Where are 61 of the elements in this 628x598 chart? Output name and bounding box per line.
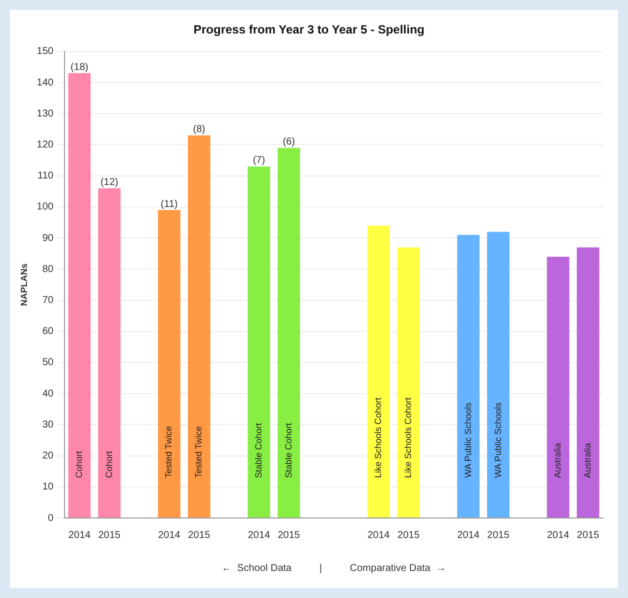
x-tick-label: 2014 bbox=[457, 530, 480, 541]
y-tick-label: 20 bbox=[42, 450, 54, 462]
x-tick-label: 2014 bbox=[68, 530, 92, 541]
y-tick-label: 90 bbox=[42, 232, 54, 244]
bar bbox=[576, 247, 600, 518]
bar bbox=[397, 247, 420, 518]
bar bbox=[158, 210, 180, 518]
bar bbox=[546, 256, 570, 518]
y-tick-label: 30 bbox=[42, 419, 54, 430]
x-tick-label: 2015 bbox=[397, 530, 420, 541]
y-tick-label: 50 bbox=[42, 357, 54, 368]
bar bbox=[188, 135, 210, 518]
bar bbox=[367, 226, 390, 518]
y-tick-label: 0 bbox=[48, 512, 54, 524]
bar bbox=[68, 73, 91, 518]
y-tick-label: 110 bbox=[38, 170, 54, 182]
y-tick-label: 10 bbox=[42, 482, 54, 493]
x-tick-label: 2014 bbox=[547, 530, 570, 541]
x-tick-label: 2014 bbox=[367, 530, 390, 541]
bar bbox=[98, 188, 121, 518]
y-tick-label: 140 bbox=[36, 77, 54, 88]
x-tick-label: 2015 bbox=[188, 530, 211, 541]
text: Australia bbox=[552, 442, 563, 478]
series-label: Australia bbox=[582, 442, 593, 478]
x-tick-label: 2015 bbox=[576, 530, 600, 541]
annotation: (8) bbox=[192, 124, 206, 136]
text: Like Schools Cohort bbox=[373, 397, 384, 478]
bar bbox=[487, 232, 510, 518]
x-tick-label: 2015 bbox=[98, 530, 121, 541]
chart-title: Progress from Year 3 to Year 5 - Spelling bbox=[194, 22, 424, 37]
y-tick-label: 150 bbox=[36, 46, 54, 58]
y-tick-label: 40 bbox=[42, 388, 54, 400]
x-tick-label: 2014 bbox=[248, 530, 271, 541]
annotation: (18) bbox=[70, 62, 88, 73]
x-tick-label: 2015 bbox=[487, 530, 510, 541]
x-axis-title: ← School Data | Comparative Data → bbox=[222, 562, 446, 574]
bar bbox=[248, 166, 270, 518]
y-tick-label: 70 bbox=[42, 295, 54, 306]
y-tick-label: 60 bbox=[42, 326, 54, 338]
text: Tested Twice bbox=[164, 426, 174, 478]
series-label: Tested Twice bbox=[194, 426, 204, 478]
series-label: Cohort bbox=[104, 450, 114, 478]
y-tick-label: 120 bbox=[36, 139, 54, 150]
annotation: (6) bbox=[282, 136, 295, 148]
y-axis-title: NAPLANs bbox=[18, 263, 29, 306]
annotation: (12) bbox=[100, 177, 118, 188]
y-tick-label: 80 bbox=[42, 264, 54, 275]
bar bbox=[278, 148, 300, 518]
annotation: (7) bbox=[252, 155, 266, 166]
series-label: Like Schools Cohort bbox=[403, 396, 414, 478]
text: Cohort bbox=[74, 450, 84, 478]
y-tick-label: 100 bbox=[36, 202, 54, 213]
series-label: Stable Cohort bbox=[253, 422, 264, 478]
text: WA Public Schools bbox=[462, 402, 473, 478]
x-tick-label: 2015 bbox=[278, 530, 300, 541]
x-tick-label: 2014 bbox=[158, 530, 181, 541]
bar bbox=[457, 234, 480, 518]
y-tick-label: 130 bbox=[36, 108, 54, 120]
annotation: (11) bbox=[160, 198, 178, 210]
text: Stable Cohort bbox=[283, 422, 294, 478]
series-label: WA Public Schools bbox=[492, 402, 503, 478]
